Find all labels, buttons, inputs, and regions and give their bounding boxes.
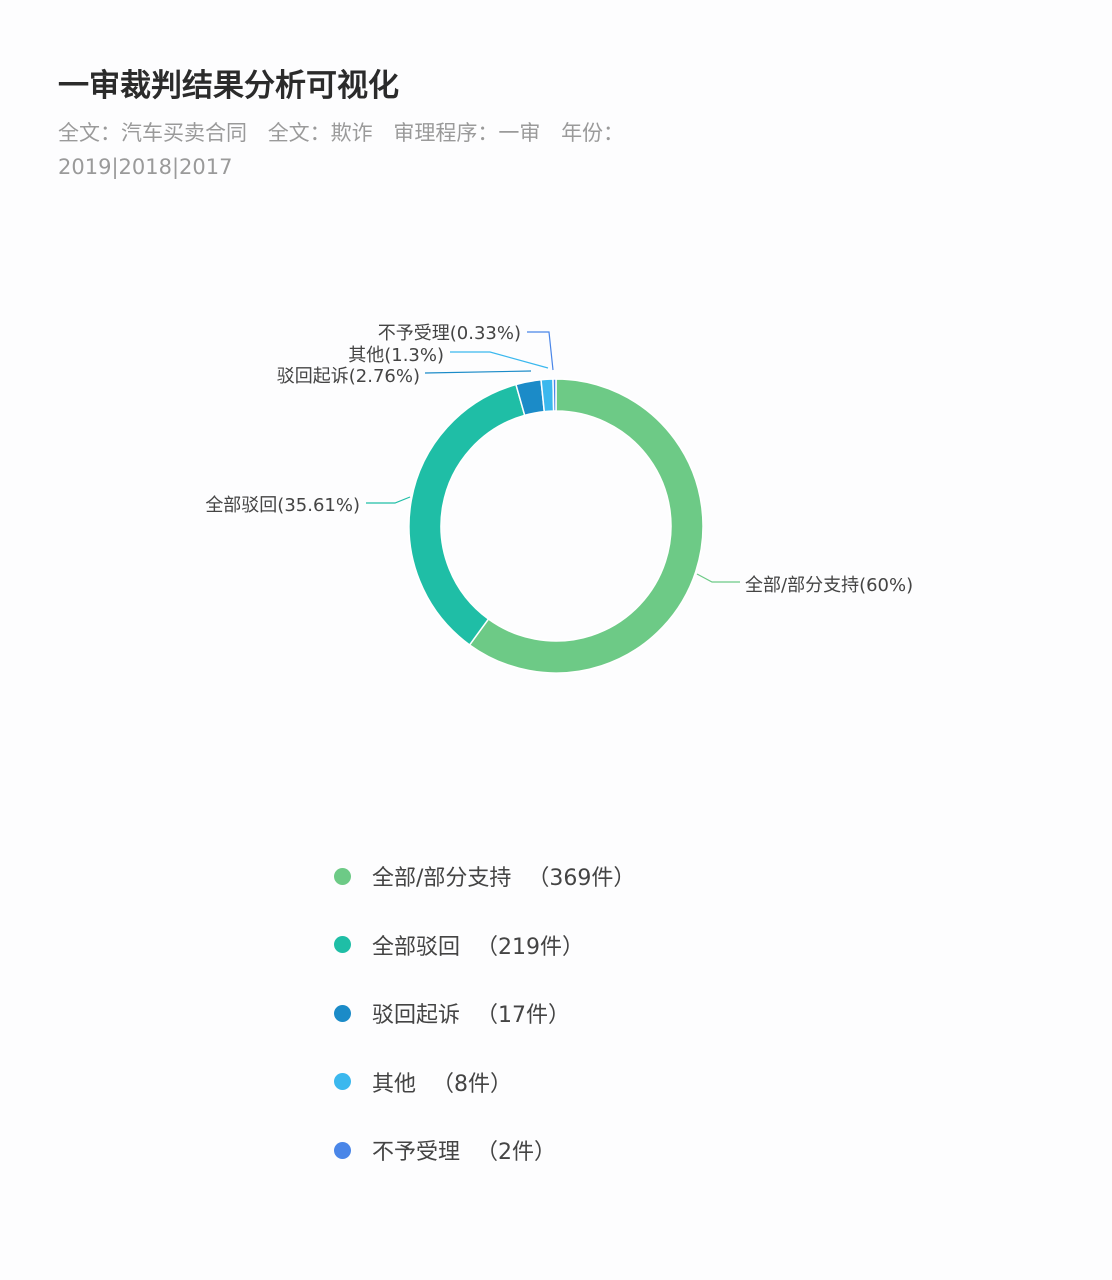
slice-label-rejected: 全部驳回(35.61%) — [205, 495, 360, 516]
slice-label-support: 全部/部分支持(60%) — [745, 575, 913, 596]
legend-item-support[interactable]: 全部/部分支持 （369件） — [334, 842, 635, 911]
legend-label: 全部/部分支持 — [372, 866, 512, 892]
donut-slice-support[interactable] — [468, 378, 704, 674]
leader-line-support — [696, 573, 740, 583]
legend-dot-icon — [334, 1004, 351, 1022]
legend-item-rejected[interactable]: 全部驳回 （219件） — [334, 911, 635, 980]
legend-item-dismissed[interactable]: 驳回起诉 （17件） — [334, 979, 635, 1048]
legend-label: 不予受理 — [372, 1140, 461, 1166]
legend-dot-icon — [334, 1073, 351, 1091]
filter-fulltext-1: 全文：汽车买卖合同 — [58, 121, 247, 145]
legend-dot-icon — [334, 867, 351, 885]
filter-summary: 全文：汽车买卖合同 全文：欺诈 审理程序：一审 年份：2019|2018|201… — [58, 116, 788, 184]
page-title: 一审裁判结果分析可视化 — [58, 68, 399, 104]
legend-item-not-accepted[interactable]: 不予受理 （2件） — [334, 1116, 635, 1185]
leader-line-rejected — [366, 496, 411, 504]
legend-item-other[interactable]: 其他 （8件） — [334, 1048, 635, 1117]
legend-dot-icon — [334, 1141, 351, 1159]
slice-label-not-accepted: 不予受理(0.33%) — [378, 323, 521, 344]
leader-line-not-accepted — [527, 331, 554, 371]
legend-count: （219件） — [476, 934, 585, 960]
donut-slice-rejected[interactable] — [408, 383, 526, 646]
legend-count: （2件） — [476, 1140, 557, 1166]
leader-line-dismissed — [424, 370, 532, 374]
donut-chart: 全部/部分支持(60%) 全部驳回(35.61%) 驳回起诉(2.76%) 其他… — [205, 323, 913, 674]
legend-label: 驳回起诉 — [372, 1003, 461, 1029]
donut-slice-not-accepted[interactable] — [552, 378, 557, 412]
slice-label-dismissed: 驳回起诉(2.76%) — [277, 366, 420, 387]
filter-year: 年份：2019|2018|2017 — [58, 121, 625, 179]
legend-count: （369件） — [527, 866, 636, 892]
chart-legend: 全部/部分支持 （369件） 全部驳回 （219件） 驳回起诉 （17件） 其他 （8件… — [334, 842, 635, 1185]
filter-procedure: 审理程序：一审 — [393, 121, 541, 145]
leader-line-other — [450, 351, 549, 369]
legend-count: （17件） — [476, 1003, 571, 1029]
legend-count: （8件） — [432, 1071, 513, 1097]
legend-dot-icon — [334, 936, 351, 954]
legend-label: 其他 — [372, 1071, 417, 1097]
legend-label: 全部驳回 — [372, 934, 461, 960]
slice-label-other: 其他(1.3%) — [348, 345, 444, 366]
filter-fulltext-2: 全文：欺诈 — [267, 121, 373, 145]
